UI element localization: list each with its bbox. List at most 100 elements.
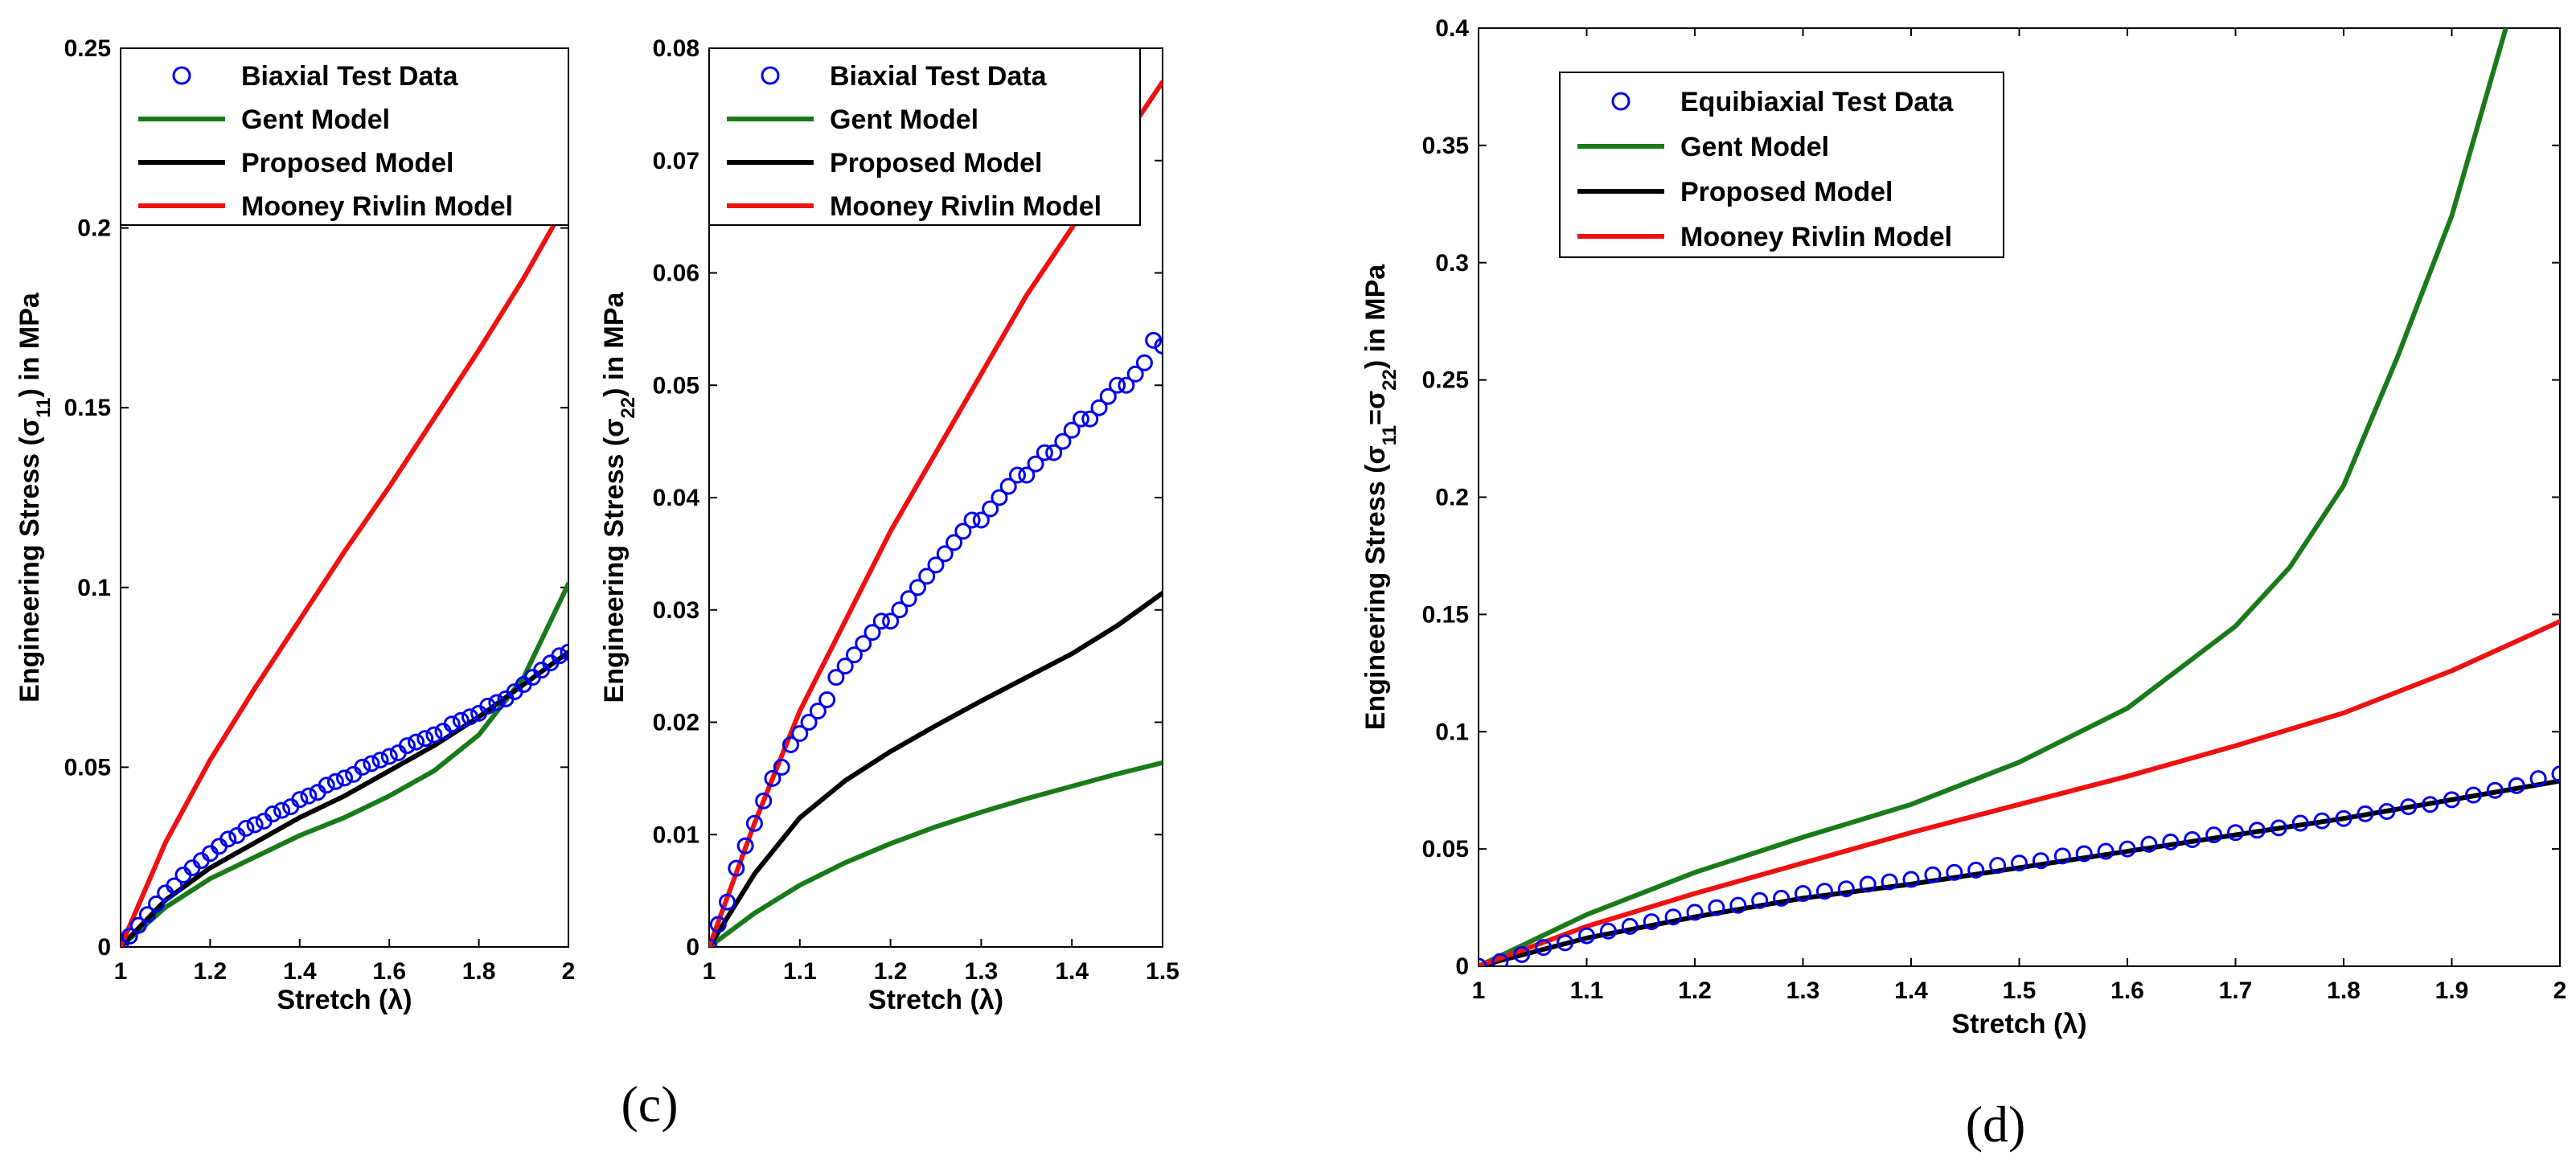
data-point-equibiaxial-test-data <box>1989 857 2007 875</box>
data-point-biaxial-test-data <box>863 624 881 641</box>
legend-label-gent-model: Gent Model <box>241 105 390 135</box>
data-point-equibiaxial-test-data <box>2075 845 2093 863</box>
legend-label-gent-model: Gent Model <box>1680 132 1829 162</box>
y-tick-label: 0 <box>686 934 699 961</box>
data-point-biaxial-test-data <box>936 545 954 563</box>
data-point-biaxial-test-data <box>1027 455 1044 473</box>
chart-panel-d-equibiaxial: 1 1.1 1.2 1.3 1.4 1.5 1.6 1.7 1.8 1.9 2 0 0.05 0.1 0.1… <box>1360 15 2566 1039</box>
data-point-equibiaxial-test-data <box>2011 854 2028 872</box>
y-tick-label: 0 <box>1455 953 1469 980</box>
data-point-equibiaxial-test-data <box>2291 814 2309 832</box>
data-point-equibiaxial-test-data <box>1535 939 1553 957</box>
data-point-biaxial-test-data <box>927 556 945 574</box>
data-point-equibiaxial-test-data <box>1773 889 1790 907</box>
y-tick-label: 0.35 <box>1422 133 1469 159</box>
x-tick-label: 1.4 <box>283 958 317 985</box>
data-point-equibiaxial-test-data <box>1859 875 1877 893</box>
data-point-biaxial-test-data <box>827 669 845 686</box>
data-point-equibiaxial-test-data <box>2097 842 2115 860</box>
y-tick-label: 0.05 <box>653 372 699 399</box>
data-point-equibiaxial-test-data <box>1513 945 1531 963</box>
data-point-biaxial-test-data <box>121 928 138 945</box>
legend-box <box>708 47 1141 226</box>
data-point-equibiaxial-test-data <box>2508 777 2525 794</box>
series-line-mooney-rivlin-model <box>121 196 568 947</box>
series-line-proposed-model <box>709 590 1163 947</box>
data-point-equibiaxial-test-data <box>2270 819 2287 837</box>
x-tick-label: 1.7 <box>2219 977 2253 1004</box>
data-point-biaxial-test-data <box>1118 376 1135 394</box>
y-tick-label: 0.1 <box>1435 719 1469 745</box>
series-line-proposed-model <box>1479 778 2560 966</box>
data-point-equibiaxial-test-data <box>2248 822 2266 839</box>
data-point-biaxial-test-data <box>1135 354 1153 371</box>
series-line-proposed-model <box>121 650 568 947</box>
legend-label-gent-model: Gent Model <box>830 105 978 135</box>
x-tick-label: 1.6 <box>2110 977 2144 1004</box>
y-tick-label: 0.1 <box>77 575 111 601</box>
x-tick-label: 1.3 <box>965 958 999 985</box>
data-point-equibiaxial-test-data <box>1578 927 1595 945</box>
data-point-biaxial-test-data <box>1009 466 1027 484</box>
legend-label-proposed-model: Proposed Model <box>241 148 453 178</box>
x-tick-label: 1.5 <box>2003 977 2037 1004</box>
data-point-biaxial-test-data <box>264 805 281 823</box>
data-point-biaxial-test-data <box>1072 410 1089 428</box>
data-point-biaxial-test-data <box>800 714 818 731</box>
data-point-equibiaxial-test-data <box>1729 896 1747 914</box>
data-point-biaxial-test-data <box>336 769 353 787</box>
data-point-equibiaxial-test-data <box>1557 934 1574 952</box>
legend-label-mooney-rivlin-model: Mooney Rivlin Model <box>1680 222 1952 252</box>
data-point-biaxial-test-data <box>291 791 309 809</box>
legend-label-proposed-model: Proposed Model <box>830 148 1042 178</box>
data-point-biaxial-test-data <box>1063 421 1081 439</box>
data-point-equibiaxial-test-data <box>2053 847 2071 865</box>
data-point-biaxial-test-data <box>719 893 736 911</box>
x-tick-label: 1.9 <box>2435 977 2469 1004</box>
y-tick-label: 0.4 <box>1435 15 1469 42</box>
y-tick-label: 0.3 <box>1435 250 1469 277</box>
data-point-equibiaxial-test-data <box>2205 826 2223 844</box>
data-point-biaxial-test-data <box>845 646 863 664</box>
y-tick-label: 0.04 <box>653 485 700 511</box>
data-point-biaxial-test-data <box>371 751 389 768</box>
y-axis-label: Engineering Stress (σ22) in MPa <box>599 291 639 703</box>
data-point-equibiaxial-test-data <box>1686 904 1704 921</box>
data-point-biaxial-test-data <box>882 613 900 630</box>
data-point-biaxial-test-data <box>560 643 568 661</box>
data-point-biaxial-test-data <box>909 579 926 596</box>
data-point-biaxial-test-data <box>237 819 255 837</box>
data-point-biaxial-test-data <box>773 758 790 776</box>
data-point-biaxial-test-data <box>326 773 344 790</box>
legend-marker-biaxial-test-data <box>761 66 780 85</box>
data-point-biaxial-test-data <box>416 730 434 748</box>
y-tick-label: 0.03 <box>653 597 699 624</box>
data-point-equibiaxial-test-data <box>1751 891 1769 909</box>
y-tick-label: 0 <box>97 934 111 961</box>
data-point-biaxial-test-data <box>219 830 237 848</box>
data-point-equibiaxial-test-data <box>2486 781 2504 799</box>
x-tick-label: 1 <box>114 958 128 985</box>
y-tick-label: 0.15 <box>1422 601 1469 628</box>
data-point-biaxial-test-data <box>398 737 416 755</box>
data-point-biaxial-test-data <box>551 647 568 665</box>
data-point-biaxial-test-data <box>1109 376 1126 394</box>
x-tick-label: 1.5 <box>1146 958 1179 985</box>
data-point-biaxial-test-data <box>300 787 318 805</box>
data-point-biaxial-test-data <box>1099 387 1117 405</box>
data-point-biaxial-test-data <box>380 748 398 765</box>
data-point-biaxial-test-data <box>982 500 999 518</box>
data-point-equibiaxial-test-data <box>1491 953 1509 966</box>
data-point-biaxial-test-data <box>836 658 854 675</box>
y-tick-label: 0.2 <box>1435 485 1469 511</box>
data-point-biaxial-test-data <box>461 708 478 726</box>
x-tick-label: 1.8 <box>2327 977 2361 1004</box>
data-point-equibiaxial-test-data <box>2400 798 2418 816</box>
data-point-equibiaxial-test-data <box>2162 833 2180 850</box>
data-point-biaxial-test-data <box>855 635 872 653</box>
panel-caption-d: (d) <box>1966 1096 2026 1153</box>
data-point-equibiaxial-test-data <box>1924 866 1942 883</box>
legend-label-mooney-rivlin-model: Mooney Rivlin Model <box>830 191 1101 222</box>
data-point-biaxial-test-data <box>425 726 443 744</box>
